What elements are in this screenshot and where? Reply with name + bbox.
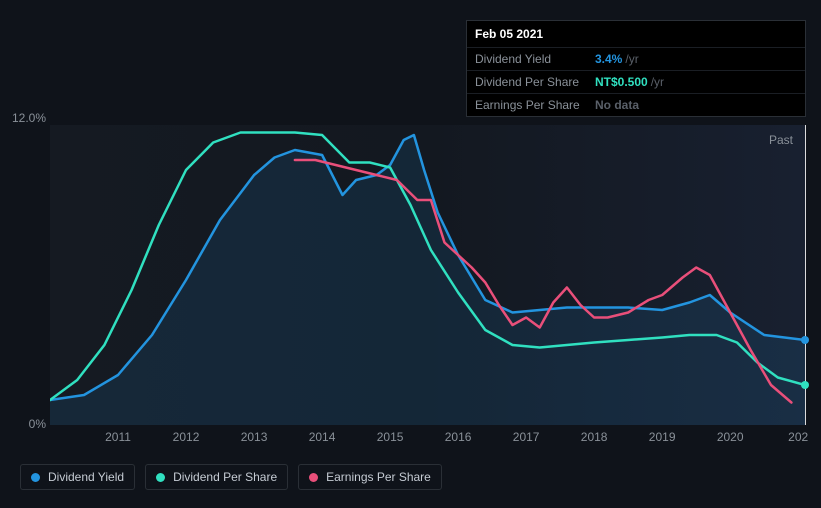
series-end-dot bbox=[801, 336, 809, 344]
x-axis: 2011 2012 2013 2014 2015 2016 2017 2018 2019 2020… bbox=[50, 430, 805, 450]
tooltip-row-value: 3.4% bbox=[595, 52, 622, 66]
tooltip-row: Earnings Per ShareNo data bbox=[467, 94, 805, 116]
x-axis-tick: 2019 bbox=[649, 430, 676, 444]
data-tooltip: Feb 05 2021 Dividend Yield3.4%/yrDividen… bbox=[466, 20, 806, 117]
legend-item-label: Earnings Per Share bbox=[326, 470, 431, 484]
x-axis-tick: 2012 bbox=[173, 430, 200, 444]
x-axis-tick: 2020 bbox=[717, 430, 744, 444]
crosshair-line bbox=[805, 125, 806, 425]
tooltip-row-label: Earnings Per Share bbox=[475, 98, 595, 112]
tooltip-row-label: Dividend Per Share bbox=[475, 75, 595, 89]
legend-item-label: Dividend Per Share bbox=[173, 470, 277, 484]
series-end-dot bbox=[801, 381, 809, 389]
tooltip-row-suffix: /yr bbox=[651, 75, 664, 89]
legend-dot-icon bbox=[156, 473, 165, 482]
legend: Dividend Yield Dividend Per Share Earnings… bbox=[20, 464, 442, 490]
plot-area[interactable]: Past bbox=[50, 125, 805, 425]
legend-item[interactable]: Dividend Yield bbox=[20, 464, 135, 490]
x-axis-tick: 2015 bbox=[377, 430, 404, 444]
x-axis-tick: 2016 bbox=[445, 430, 472, 444]
legend-dot-icon bbox=[309, 473, 318, 482]
legend-item[interactable]: Earnings Per Share bbox=[298, 464, 442, 490]
x-axis-tick: 2014 bbox=[309, 430, 336, 444]
legend-item[interactable]: Dividend Per Share bbox=[145, 464, 288, 490]
x-axis-tick: 2018 bbox=[581, 430, 608, 444]
x-axis-tick: 202 bbox=[788, 430, 808, 444]
y-axis-tick-max: 12.0% bbox=[12, 111, 46, 125]
chart-svg bbox=[50, 125, 805, 425]
tooltip-row: Dividend Yield3.4%/yr bbox=[467, 48, 805, 71]
legend-item-label: Dividend Yield bbox=[48, 470, 124, 484]
tooltip-row-value: NT$0.500 bbox=[595, 75, 648, 89]
x-axis-tick: 2011 bbox=[105, 430, 131, 444]
tooltip-row: Dividend Per ShareNT$0.500/yr bbox=[467, 71, 805, 94]
tooltip-row-suffix: /yr bbox=[625, 52, 638, 66]
past-label: Past bbox=[769, 133, 793, 147]
legend-dot-icon bbox=[31, 473, 40, 482]
x-axis-tick: 2013 bbox=[241, 430, 268, 444]
tooltip-row-label: Dividend Yield bbox=[475, 52, 595, 66]
x-axis-tick: 2017 bbox=[513, 430, 540, 444]
y-axis-tick-min: 0% bbox=[29, 417, 46, 431]
tooltip-date: Feb 05 2021 bbox=[467, 21, 805, 48]
line-chart: 12.0% 0% Past 20112012201320142015201620… bbox=[0, 100, 821, 460]
tooltip-row-value: No data bbox=[595, 98, 639, 112]
